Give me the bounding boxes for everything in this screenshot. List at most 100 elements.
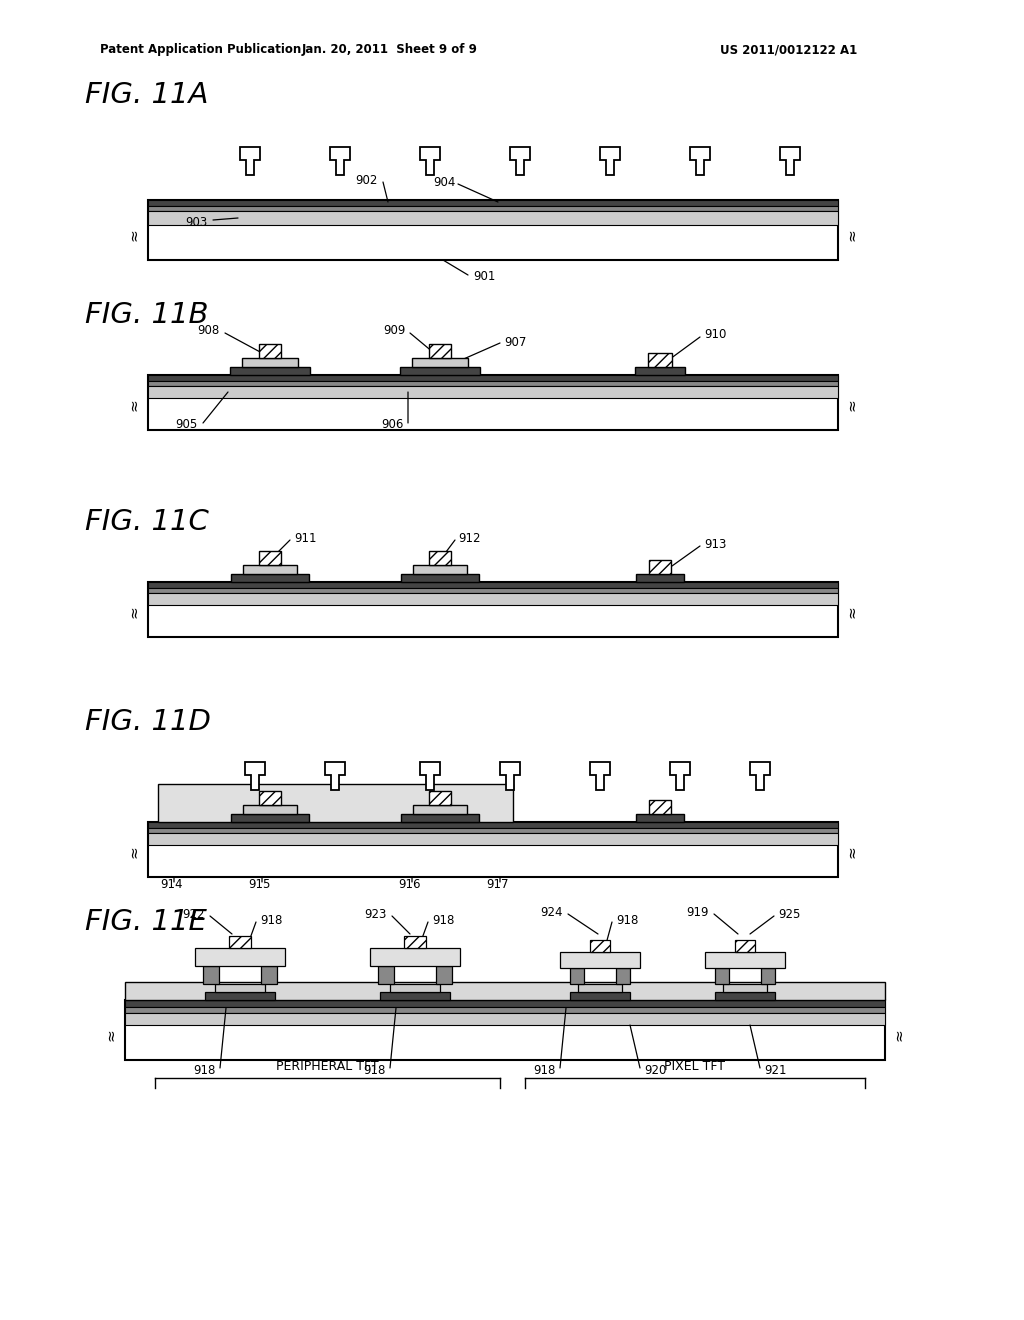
Text: 904: 904 (433, 176, 456, 189)
Bar (378, 966, 394, 983)
Bar (578, 983, 622, 993)
Text: FIG. 11B: FIG. 11B (85, 301, 209, 329)
Text: 918: 918 (616, 913, 638, 927)
Text: 923: 923 (365, 908, 387, 920)
Bar (148, 593, 838, 605)
Text: 925: 925 (778, 908, 801, 920)
Bar (229, 936, 251, 948)
Bar (148, 582, 838, 587)
Polygon shape (690, 147, 710, 176)
Text: Jan. 20, 2011  Sheet 9 of 9: Jan. 20, 2011 Sheet 9 of 9 (302, 44, 478, 57)
Bar (148, 375, 838, 381)
Bar (148, 822, 838, 876)
Text: 911: 911 (294, 532, 316, 544)
Bar (648, 352, 672, 367)
Text: ≈: ≈ (103, 1028, 119, 1041)
Bar (125, 1012, 885, 1026)
Polygon shape (420, 147, 440, 176)
Bar (259, 550, 281, 565)
Bar (401, 574, 479, 582)
Bar (370, 948, 460, 966)
Bar (148, 822, 838, 828)
Bar (125, 1001, 885, 1007)
Bar (413, 805, 467, 814)
Bar (649, 560, 671, 574)
Bar (158, 784, 513, 822)
Bar (148, 582, 838, 638)
Bar (148, 201, 838, 260)
Text: ≈: ≈ (127, 399, 141, 412)
Bar (401, 814, 479, 822)
Text: 905: 905 (176, 418, 198, 432)
Bar (148, 381, 838, 385)
Bar (636, 814, 684, 822)
Text: 915: 915 (248, 878, 270, 891)
Text: ≈: ≈ (892, 1028, 906, 1041)
Polygon shape (325, 762, 345, 789)
Bar (148, 828, 838, 833)
Bar (231, 814, 309, 822)
Text: ≈: ≈ (845, 606, 859, 618)
Text: 918: 918 (364, 1064, 386, 1077)
Bar (148, 833, 838, 845)
Bar (125, 982, 885, 1001)
Text: 902: 902 (355, 173, 378, 186)
Polygon shape (330, 147, 350, 176)
Bar (203, 966, 219, 983)
Text: ≈: ≈ (845, 846, 859, 858)
Bar (413, 565, 467, 574)
Text: 917: 917 (486, 878, 509, 891)
Text: 909: 909 (384, 325, 406, 338)
Polygon shape (510, 147, 530, 176)
Bar (635, 367, 685, 375)
Text: ≈: ≈ (127, 228, 141, 242)
Text: 903: 903 (185, 215, 208, 228)
Bar (436, 966, 452, 983)
Text: PIXEL TFT: PIXEL TFT (665, 1060, 725, 1072)
Bar (735, 940, 755, 952)
Text: 910: 910 (705, 329, 726, 342)
Bar (243, 565, 297, 574)
Bar (715, 993, 775, 1001)
Bar (230, 367, 310, 375)
Bar (125, 1007, 885, 1012)
Bar (715, 968, 729, 983)
Polygon shape (245, 762, 265, 789)
Text: Patent Application Publication: Patent Application Publication (100, 44, 301, 57)
Bar (705, 952, 785, 968)
Text: 918: 918 (260, 913, 283, 927)
Text: FIG. 11C: FIG. 11C (85, 508, 209, 536)
Text: 908: 908 (198, 325, 220, 338)
Polygon shape (500, 762, 520, 789)
Text: 916: 916 (398, 878, 421, 891)
Text: FIG. 11A: FIG. 11A (85, 81, 208, 110)
Text: ≈: ≈ (845, 399, 859, 412)
Bar (259, 345, 281, 358)
Text: FIG. 11D: FIG. 11D (85, 708, 211, 737)
Text: 924: 924 (541, 906, 563, 919)
Bar (560, 952, 640, 968)
Text: 918: 918 (194, 1064, 216, 1077)
Bar (243, 805, 297, 814)
Bar (412, 358, 468, 367)
Bar (570, 993, 630, 1001)
Bar (636, 574, 684, 582)
Bar (429, 345, 451, 358)
Bar (242, 358, 298, 367)
Bar (380, 993, 450, 1001)
Text: 920: 920 (644, 1064, 667, 1077)
Bar (390, 983, 440, 993)
Text: 906: 906 (382, 418, 404, 432)
Text: FIG. 11E: FIG. 11E (85, 908, 207, 936)
Polygon shape (420, 762, 440, 789)
Bar (404, 936, 426, 948)
Text: 901: 901 (473, 271, 496, 284)
Bar (148, 385, 838, 399)
Text: 922: 922 (182, 908, 205, 920)
Bar (205, 993, 275, 1001)
Text: 919: 919 (686, 906, 709, 919)
Bar (148, 587, 838, 593)
Bar (195, 948, 285, 966)
Bar (761, 968, 775, 983)
Text: 907: 907 (504, 335, 526, 348)
